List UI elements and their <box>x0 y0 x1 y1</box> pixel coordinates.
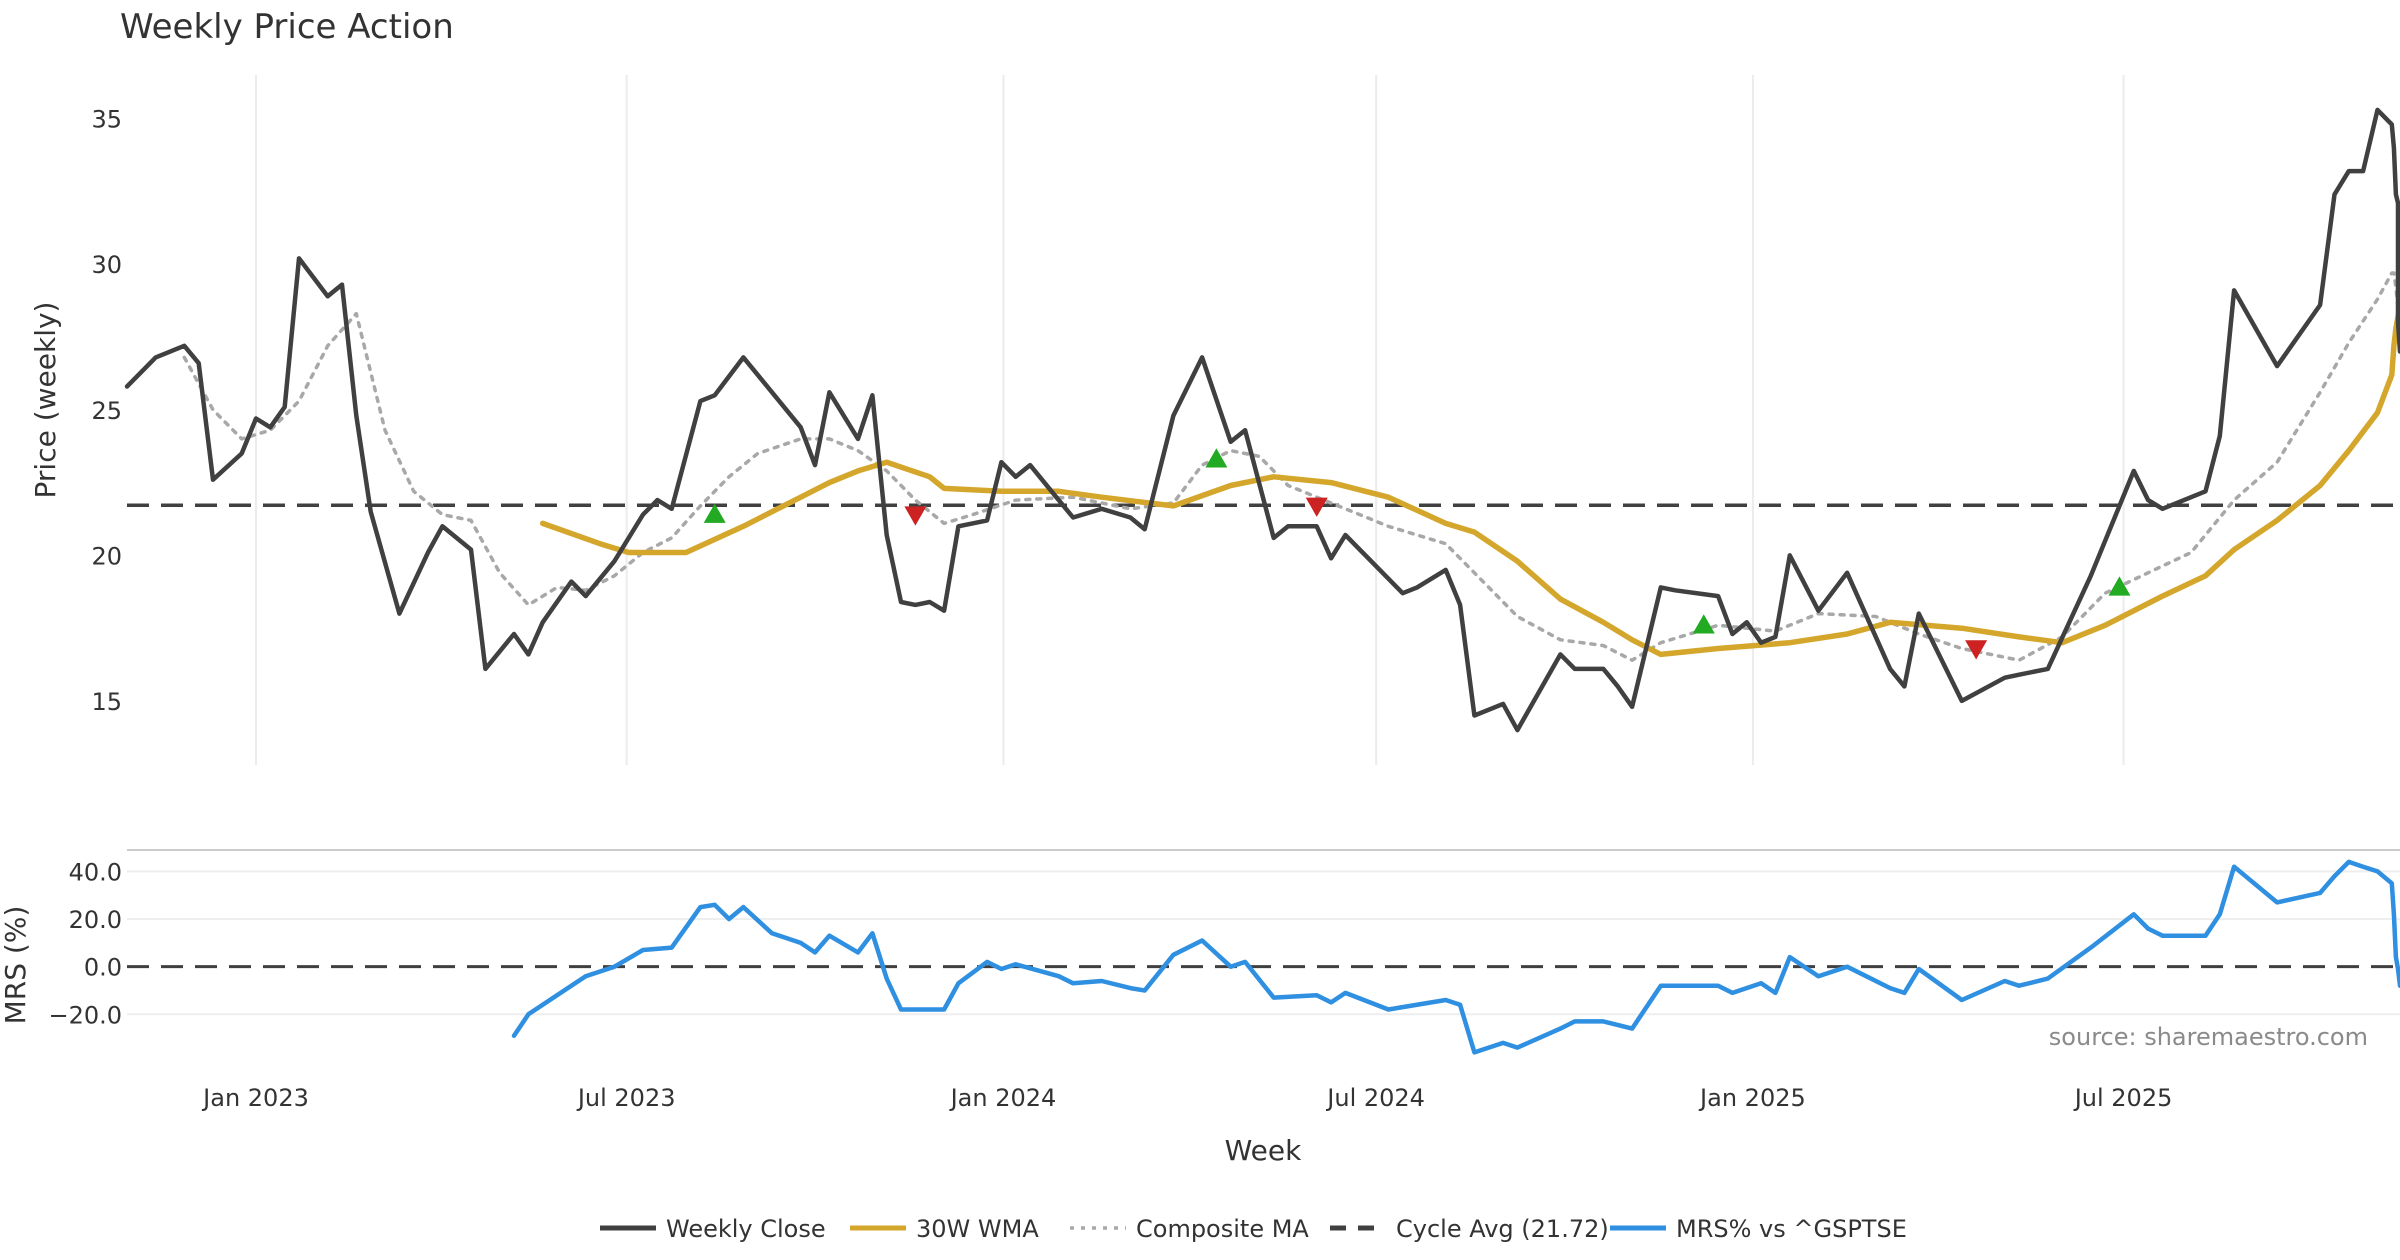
buy-signal-marker <box>703 503 726 523</box>
legend-label: MRS% vs ^GSPTSE <box>1676 1215 1907 1243</box>
price-y-ticks: 15 20 25 30 35 <box>91 106 122 716</box>
mrs-panel-grid <box>127 870 2400 1016</box>
legend-label: Cycle Avg (21.72) <box>1396 1215 1609 1243</box>
price-y-tick-label: 25 <box>91 397 122 425</box>
price-y-tick-label: 20 <box>91 542 122 570</box>
price-y-axis-label: Price (weekly) <box>29 302 62 499</box>
x-axis-ticks: Jan 2023 Jul 2023 Jan 2024 Jul 2024 Jan 2025… <box>201 1084 2172 1112</box>
composite-ma-line <box>182 271 2400 662</box>
legend-label: 30W WMA <box>916 1215 1039 1243</box>
mrs-y-ticks: 40.0 20.0 0.0 −20.0 <box>48 858 122 1029</box>
legend: Weekly Close 30W WMA Composite MA Cycle Avg… <box>600 1215 1907 1243</box>
chart-title: Weekly Price Action <box>120 7 454 47</box>
buy-signal-marker <box>1205 448 1228 468</box>
mrs-y-tick-label: 40.0 <box>69 858 122 886</box>
mrs-y-axis-label: MRS (%) <box>0 906 32 1025</box>
buy-signal-marker <box>1692 614 1715 634</box>
x-tick-label: Jan 2023 <box>201 1084 309 1112</box>
sell-signal-marker <box>904 506 927 526</box>
price-y-tick-label: 35 <box>91 106 122 134</box>
mrs-y-tick-label: −20.0 <box>48 1001 122 1029</box>
x-tick-label: Jan 2024 <box>949 1084 1057 1112</box>
wma-30w-line <box>539 305 2400 658</box>
series-lines <box>124 107 2400 1055</box>
x-tick-label: Jan 2025 <box>1698 1084 1806 1112</box>
x-axis-label: Week <box>1225 1134 1302 1167</box>
mrs-y-tick-label: 20.0 <box>69 906 122 934</box>
sell-signal-marker <box>1965 640 1988 660</box>
x-tick-label: Jul 2023 <box>576 1084 676 1112</box>
mrs-line <box>511 859 2400 1055</box>
sell-signal-marker <box>1305 497 1328 517</box>
x-tick-label: Jul 2024 <box>1325 1084 1425 1112</box>
price-y-tick-label: 30 <box>91 251 122 279</box>
signal-markers <box>703 448 2131 660</box>
x-tick-label: Jul 2025 <box>2073 1084 2173 1112</box>
price-panel-grid <box>255 75 2125 765</box>
source-note: source: sharemaestro.com <box>2049 1023 2368 1051</box>
weekly-close-line <box>124 107 2400 733</box>
legend-label: Weekly Close <box>666 1215 826 1243</box>
legend-label: Composite MA <box>1136 1215 1309 1243</box>
buy-signal-marker <box>2108 576 2131 596</box>
price-y-tick-label: 15 <box>91 688 122 716</box>
mrs-y-tick-label: 0.0 <box>84 954 122 982</box>
